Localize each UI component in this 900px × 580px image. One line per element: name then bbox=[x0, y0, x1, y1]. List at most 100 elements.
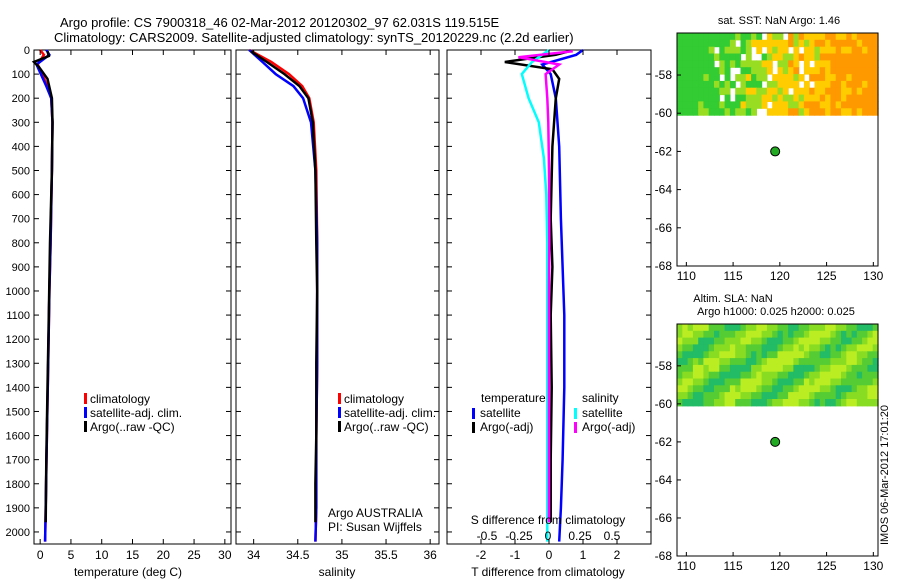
map_sst-cell bbox=[851, 53, 858, 61]
map_sst-cell bbox=[677, 101, 683, 109]
map_sla-cell bbox=[724, 358, 731, 366]
map_sla-cell bbox=[714, 330, 720, 339]
map_sst-cell bbox=[819, 53, 826, 61]
map_sla-cell bbox=[724, 378, 731, 386]
map_sla-cell bbox=[682, 364, 689, 373]
map_sla-cell bbox=[841, 392, 847, 400]
map_sla-cell bbox=[772, 399, 779, 407]
map_sla-cell bbox=[867, 337, 874, 345]
map_sla-cell bbox=[872, 330, 879, 339]
map_sla-cell bbox=[772, 358, 779, 366]
map_sst-cell bbox=[766, 87, 773, 96]
map_sst-cell bbox=[714, 33, 720, 41]
map_sla-cell bbox=[835, 399, 842, 407]
map_sst-cell bbox=[825, 87, 831, 96]
map_sst-cell bbox=[692, 33, 699, 41]
map_sla-cell bbox=[756, 344, 763, 352]
map_sla-ytick-label: -62 bbox=[655, 435, 673, 449]
map_sla-cell bbox=[761, 351, 768, 359]
map_sla-cell bbox=[729, 399, 736, 407]
map_sst-cell bbox=[708, 60, 715, 68]
map_sla-cell bbox=[846, 344, 853, 352]
map_sla-cell bbox=[856, 324, 863, 332]
map_sla-cell bbox=[708, 399, 715, 407]
map_sst-cell bbox=[729, 39, 736, 48]
map_sla-cell bbox=[809, 385, 816, 393]
map_sst-cell bbox=[735, 101, 742, 109]
map_sla-cell bbox=[761, 344, 768, 352]
difference-legend: temperature salinitysatelliteArgo(-adj)sa… bbox=[472, 391, 635, 434]
map_sst-cell bbox=[872, 87, 879, 96]
map_sst-cell bbox=[803, 60, 810, 68]
map_sla-cell bbox=[782, 385, 789, 393]
map_sla-cell bbox=[862, 385, 868, 393]
map_sla-cell bbox=[825, 337, 831, 345]
map_sla-cell bbox=[809, 392, 816, 400]
map_sst-cell bbox=[872, 101, 879, 109]
map_sst-cell bbox=[703, 60, 710, 68]
t-legend-swatch bbox=[472, 422, 475, 433]
map_sst-cell bbox=[766, 60, 773, 68]
map_sla-cell bbox=[819, 399, 826, 407]
map_sst-cell bbox=[835, 87, 842, 96]
map_sla-cell bbox=[766, 378, 773, 386]
map_sst-cell bbox=[825, 94, 831, 102]
temperature-legend-label: satellite-adj. clim. bbox=[90, 406, 182, 420]
map_sla-cell bbox=[708, 392, 715, 400]
map_sst-cell bbox=[772, 53, 779, 61]
map_sst-cell bbox=[761, 60, 768, 68]
map_sst-cell bbox=[677, 94, 683, 102]
map_sst-cell bbox=[798, 39, 805, 48]
map_sla-cell bbox=[687, 351, 694, 359]
map_sla-cell bbox=[841, 385, 847, 393]
map_sst-cell bbox=[761, 101, 768, 109]
map_sla-cell bbox=[708, 364, 715, 373]
map_sst-cell bbox=[682, 101, 689, 109]
map_sla-xtick-label: 110 bbox=[677, 559, 696, 573]
map_sla-cell bbox=[714, 344, 720, 352]
map_sst-xtick-label: 115 bbox=[724, 269, 743, 283]
map_sst-cell bbox=[851, 108, 858, 116]
map_sla-cell bbox=[766, 330, 773, 339]
map_sla-cell bbox=[719, 351, 726, 359]
map_sst-cell bbox=[751, 108, 757, 116]
map_sla-cell bbox=[745, 385, 752, 393]
map_sst-cell bbox=[814, 33, 821, 41]
map_sla-cell bbox=[782, 324, 789, 332]
map_sla-xtick-label: 120 bbox=[770, 559, 790, 573]
map_sst-cell bbox=[682, 80, 689, 89]
map_sst-cell bbox=[745, 94, 752, 102]
map_sla-cell bbox=[782, 392, 789, 400]
temperature-legend-label: Argo(..raw -QC) bbox=[90, 420, 175, 434]
map_sst-cell bbox=[856, 80, 863, 89]
map_sla-cell bbox=[803, 324, 810, 332]
map_sst-cell bbox=[692, 39, 699, 48]
map_sst-cell bbox=[872, 67, 879, 75]
map_sla-cell bbox=[745, 330, 752, 339]
map_sst-cell bbox=[692, 53, 699, 61]
s-difference-label: S difference from climatology bbox=[471, 513, 626, 527]
map_sla-cell bbox=[766, 344, 773, 352]
map_sla-cell bbox=[708, 344, 715, 352]
map_sla-cell bbox=[777, 378, 784, 386]
map_sst-cell bbox=[793, 74, 800, 82]
map_sla-cell bbox=[708, 371, 715, 380]
map_sst-cell bbox=[862, 108, 868, 116]
map_sla-cell bbox=[719, 392, 726, 400]
difference-xtick-label: 0 bbox=[546, 548, 553, 562]
map_sla-cell bbox=[756, 358, 763, 366]
map_sst-cell bbox=[777, 108, 784, 116]
map_sst-cell bbox=[841, 33, 847, 41]
map_sla-cell bbox=[830, 330, 837, 339]
difference-panel: -2 -1 0 1 2 S difference from climatology -0… bbox=[446, 48, 652, 579]
map_sst-ytick-label: -58 bbox=[655, 68, 673, 82]
depth-tick-label: 300 bbox=[12, 117, 30, 129]
map_sla-cell bbox=[788, 358, 794, 366]
map_sla-cell bbox=[825, 344, 831, 352]
map_sla-cell bbox=[692, 378, 699, 386]
map_sst-cell bbox=[846, 46, 853, 55]
map_sla-cell bbox=[819, 371, 826, 380]
map_sst-cell bbox=[862, 80, 868, 89]
map_sst-cell bbox=[761, 74, 768, 82]
